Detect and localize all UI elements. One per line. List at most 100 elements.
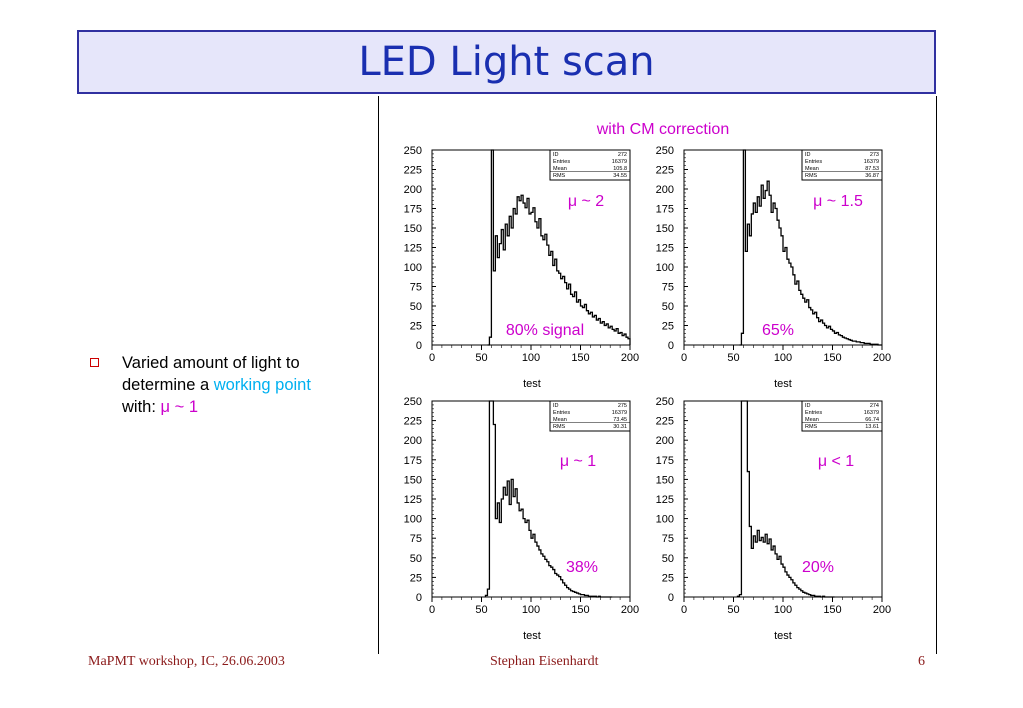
x-tick-label: 150 — [571, 604, 589, 616]
stats-value: 73.45 — [613, 417, 627, 423]
y-tick-label: 25 — [410, 572, 422, 584]
x-tick-label: 100 — [522, 352, 540, 364]
y-tick-label: 175 — [404, 455, 422, 467]
divider-left — [378, 96, 379, 654]
footer: MaPMT workshop, IC, 26.06.2003 Stephan E… — [0, 654, 1023, 674]
stats-value: 274 — [870, 403, 879, 409]
annotation-label: 65% — [762, 322, 794, 339]
plot-frame — [431, 400, 631, 598]
stats-box — [801, 400, 883, 432]
x-tick-label: 50 — [727, 352, 739, 364]
stats-value: 16379 — [864, 159, 879, 165]
y-tick-label: 225 — [656, 165, 674, 177]
x-axis-label: test — [523, 378, 541, 390]
y-tick-label: 0 — [668, 340, 674, 352]
y-tick-label: 200 — [404, 435, 422, 447]
stats-value: 34.55 — [613, 173, 627, 179]
plot-frame — [683, 149, 883, 346]
stats-key: Entries — [553, 159, 570, 165]
histogram-series — [739, 149, 882, 346]
y-tick-label: 150 — [656, 223, 674, 235]
title-box: LED Light scan — [77, 30, 936, 94]
stats-key: RMS — [553, 424, 566, 430]
x-tick-label: 0 — [681, 352, 687, 364]
x-axis-label: test — [774, 378, 792, 390]
stats-box — [549, 149, 631, 181]
stats-key: ID — [805, 152, 811, 158]
y-tick-label: 150 — [656, 474, 674, 486]
x-tick-label: 50 — [475, 604, 487, 616]
stats-key: ID — [805, 403, 811, 409]
x-tick-label: 150 — [823, 352, 841, 364]
y-tick-label: 250 — [656, 145, 674, 157]
stats-value: 66.74 — [865, 417, 879, 423]
x-axis-label: test — [523, 630, 541, 642]
x-tick-label: 200 — [621, 352, 639, 364]
y-tick-label: 25 — [662, 321, 674, 333]
bullet-item: Varied amount of light to determine a wo… — [90, 352, 350, 418]
annotation-label: 80% signal — [506, 322, 584, 339]
annotation-label: 38% — [566, 559, 598, 576]
working-point-highlight: working point — [213, 376, 311, 394]
histogram-panel-2: 0 25 50 75 100 125 150 175 200 225 250 0 50 100 150 200… — [656, 145, 892, 390]
stats-key: RMS — [805, 173, 818, 179]
annotation-label: 20% — [802, 559, 834, 576]
x-tick-label: 0 — [429, 352, 435, 364]
x-tick-label: 100 — [522, 604, 540, 616]
bullet-with-label: with: — [122, 398, 161, 416]
footer-page-number: 6 — [918, 654, 925, 669]
y-tick-label: 75 — [662, 533, 674, 545]
plot-frame — [683, 400, 883, 598]
stats-key: ID — [553, 403, 559, 409]
y-tick-label: 125 — [404, 243, 422, 255]
histogram-series — [484, 400, 613, 598]
x-tick-label: 150 — [571, 352, 589, 364]
y-tick-label: 250 — [404, 396, 422, 408]
y-tick-label: 50 — [410, 553, 422, 565]
y-tick-label: 250 — [656, 396, 674, 408]
y-tick-label: 200 — [656, 184, 674, 196]
stats-value: 272 — [618, 152, 627, 158]
x-tick-label: 100 — [774, 604, 792, 616]
footer-author: Stephan Eisenhardt — [490, 654, 599, 669]
y-tick-label: 125 — [404, 494, 422, 506]
stats-box — [549, 400, 631, 432]
y-tick-label: 200 — [404, 184, 422, 196]
stats-key: ID — [553, 152, 559, 158]
y-tick-label: 125 — [656, 494, 674, 506]
annotation-label: μ ~ 1 — [560, 453, 596, 470]
stats-key: Entries — [805, 410, 822, 416]
figure-caption: with CM correction — [596, 121, 729, 138]
y-tick-label: 225 — [656, 416, 674, 428]
x-tick-label: 0 — [681, 604, 687, 616]
stats-key: Mean — [553, 166, 567, 172]
y-tick-label: 0 — [416, 592, 422, 604]
x-tick-label: 150 — [823, 604, 841, 616]
y-tick-label: 150 — [404, 474, 422, 486]
x-tick-label: 50 — [475, 352, 487, 364]
stats-key: RMS — [553, 173, 566, 179]
histogram-panel-3: 0 25 50 75 100 125 150 175 200 225 250 0 50 100 150 200… — [404, 396, 640, 642]
stats-value: 87.53 — [865, 166, 879, 172]
histogram-series — [736, 400, 835, 598]
y-tick-label: 125 — [656, 243, 674, 255]
stats-value: 273 — [870, 152, 879, 158]
plot-frame — [431, 149, 631, 346]
y-tick-label: 50 — [662, 301, 674, 313]
y-tick-label: 225 — [404, 165, 422, 177]
y-tick-label: 75 — [662, 282, 674, 294]
histogram-panel-4: 0 25 50 75 100 125 150 175 200 225 250 0 50 100 150 200… — [656, 396, 892, 642]
x-tick-label: 200 — [873, 604, 891, 616]
x-tick-label: 100 — [774, 352, 792, 364]
stats-value: 16379 — [864, 410, 879, 416]
stats-key: Mean — [553, 417, 567, 423]
stats-key: Entries — [553, 410, 570, 416]
divider-right — [936, 96, 937, 654]
footer-event: MaPMT workshop, IC, 26.06.2003 — [88, 654, 285, 669]
y-tick-label: 175 — [656, 204, 674, 216]
x-tick-label: 200 — [621, 604, 639, 616]
stats-key: Entries — [805, 159, 822, 165]
bullet-text: Varied amount of light to determine a wo… — [122, 352, 350, 418]
stats-value: 16379 — [612, 159, 627, 165]
